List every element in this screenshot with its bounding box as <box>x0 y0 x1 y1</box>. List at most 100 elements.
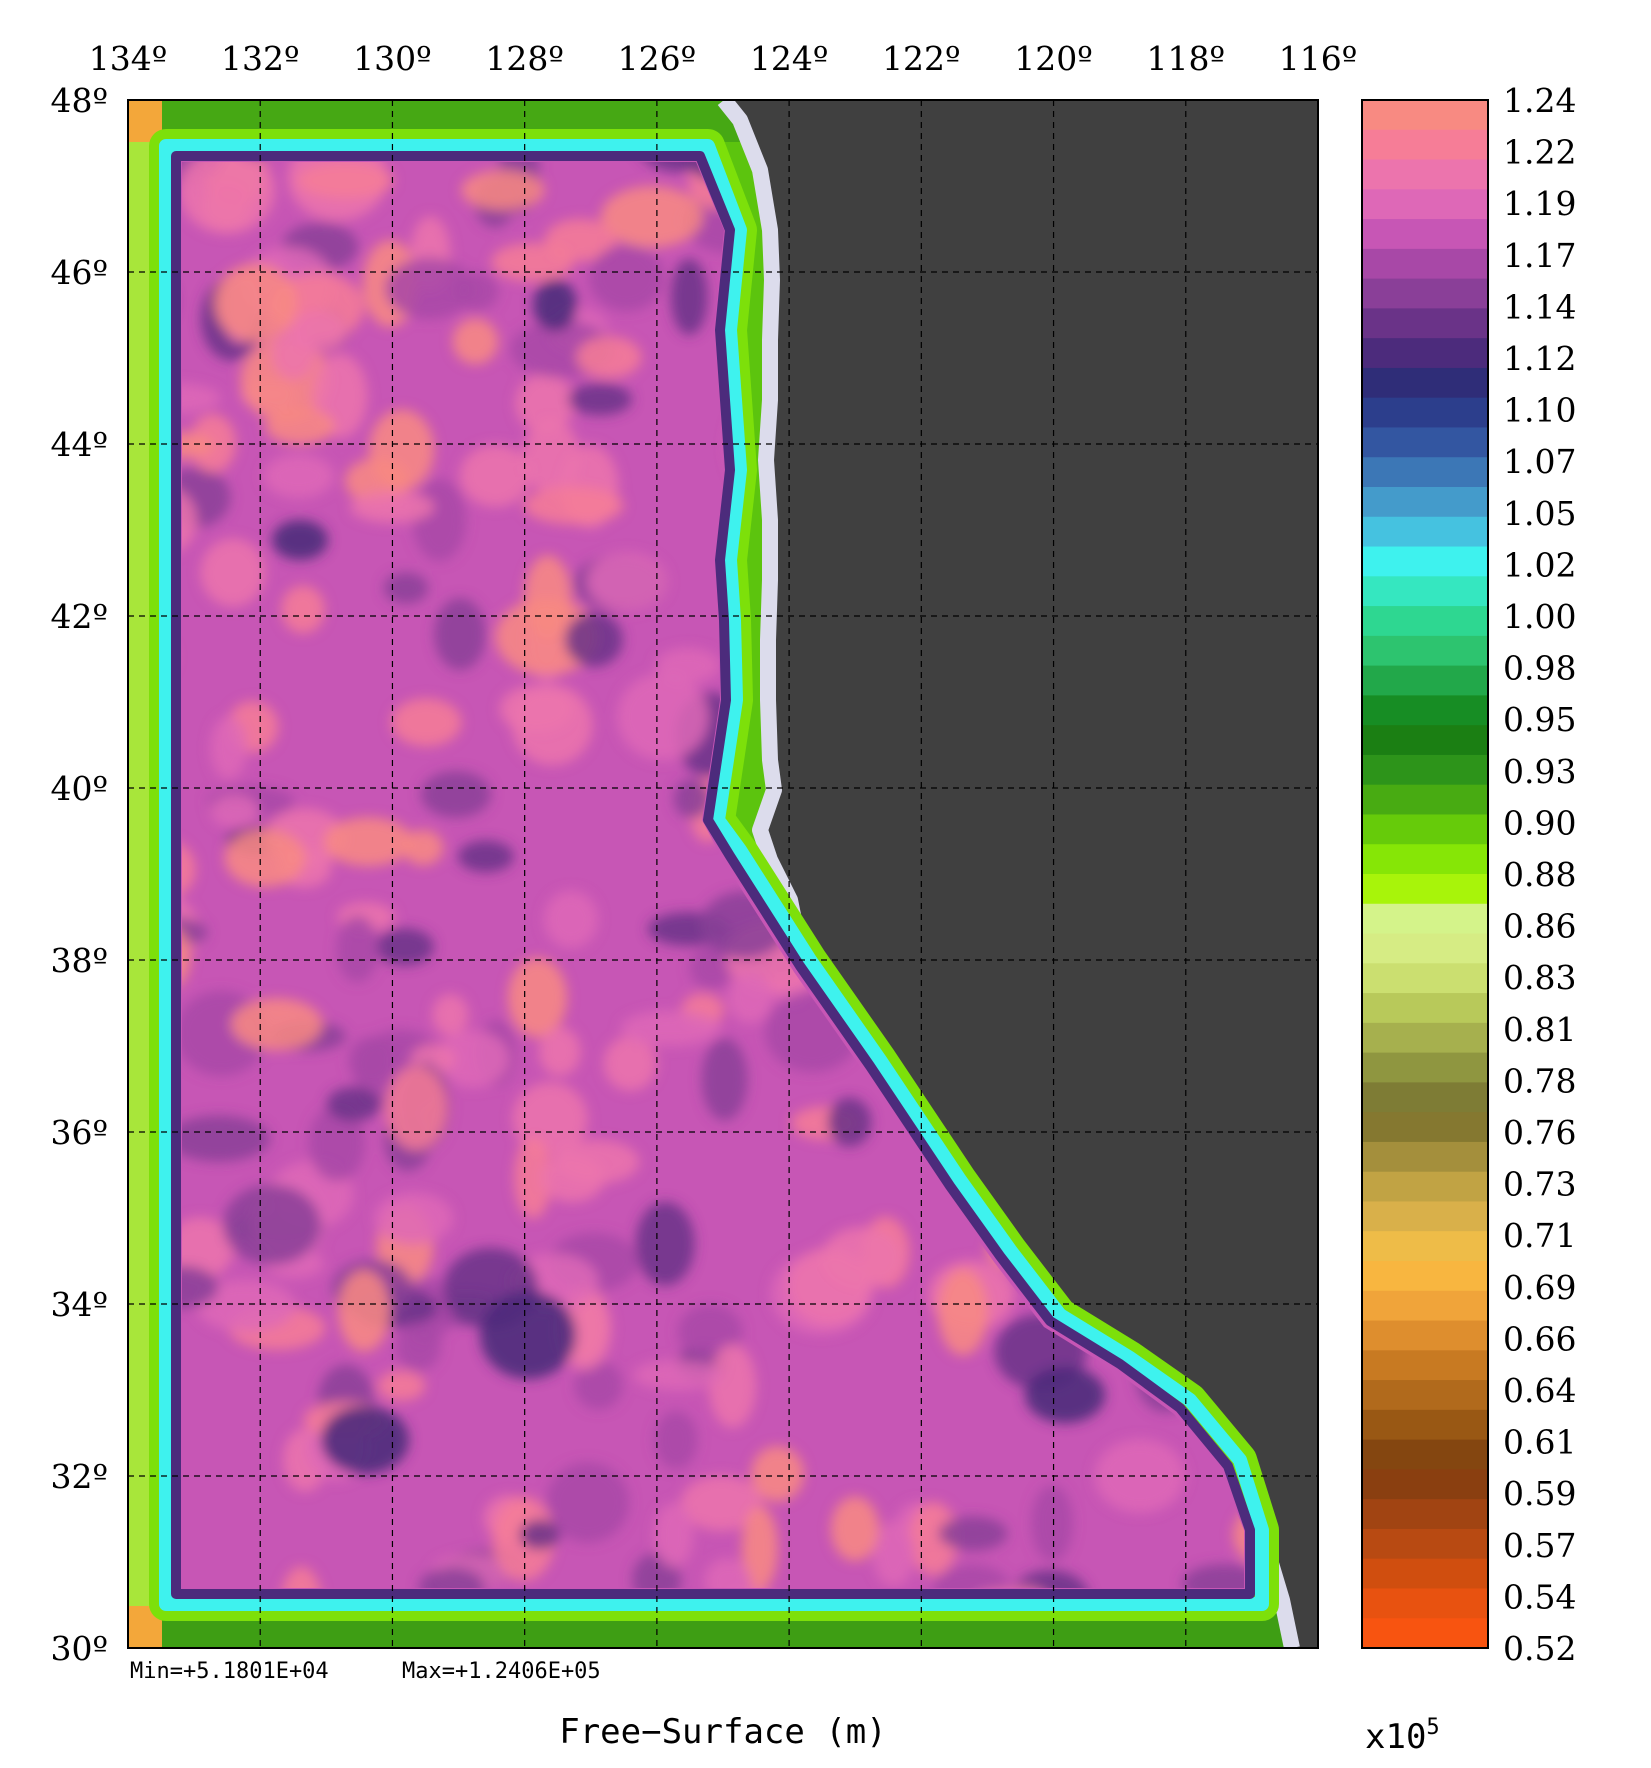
texture-blob <box>633 1359 723 1391</box>
colorbar-tick-label: 0.88 <box>1503 855 1576 894</box>
texture-blob <box>932 1564 1011 1588</box>
texture-blob <box>182 383 221 414</box>
texture-blob <box>375 928 435 966</box>
texture-dark-spot <box>321 1406 409 1474</box>
texture-blob <box>1011 1570 1090 1588</box>
colorbar-swatch <box>1362 308 1488 339</box>
y-tick-label: 34º <box>50 1285 108 1324</box>
texture-blob <box>182 916 208 948</box>
texture-blob <box>326 1086 381 1122</box>
colorbar-swatch <box>1362 1320 1488 1351</box>
texture-blob <box>336 915 379 983</box>
texture-blob <box>338 1269 390 1352</box>
colorbar-tick-label: 0.64 <box>1503 1371 1576 1410</box>
y-tick-label: 40º <box>50 769 108 808</box>
texture-blob <box>515 374 574 433</box>
colorbar-swatch <box>1362 754 1488 786</box>
texture-blob <box>1094 1438 1186 1514</box>
colorbar-tick-label: 1.10 <box>1503 391 1576 430</box>
colorbar-swatch <box>1362 903 1488 935</box>
colorbar-swatch <box>1362 874 1488 905</box>
texture-blob <box>680 1475 763 1531</box>
texture-dark-spot <box>1025 1367 1105 1423</box>
colorbar-swatch <box>1362 367 1488 399</box>
texture-blob <box>210 794 259 828</box>
texture-blob <box>574 1360 623 1410</box>
texture-blob <box>308 1105 365 1182</box>
colorbar-tick-label: 0.61 <box>1503 1423 1576 1462</box>
colorbar-swatch <box>1362 1499 1488 1530</box>
texture-blob <box>564 612 623 667</box>
texture-blob <box>507 957 568 1038</box>
texture-blob <box>196 1279 296 1333</box>
y-tick-label: 48º <box>50 81 108 120</box>
texture-blob <box>655 647 720 684</box>
colorbar-swatch <box>1362 665 1488 696</box>
texture-blob <box>377 1370 426 1401</box>
colorbar-multiplier: x105 <box>1365 1715 1440 1757</box>
y-axis-ticks: 48º 46º 44º 42º 40º 38º 36º 34º 32º 30º <box>50 81 108 1668</box>
colorbar-tick-label: 0.52 <box>1503 1629 1576 1668</box>
texture-blob <box>412 478 467 562</box>
texture-blob <box>457 840 514 873</box>
colorbar-swatch <box>1362 338 1488 369</box>
colorbar-swatch <box>1362 1171 1488 1203</box>
texture-dark-spot <box>480 1291 576 1379</box>
colorbar-tick-label: 1.24 <box>1503 81 1576 120</box>
colorbar-swatch <box>1362 695 1488 726</box>
texture-blob <box>385 257 474 320</box>
colorbar-multiplier-base: x10 <box>1365 1717 1426 1757</box>
plot-frame <box>127 99 1319 1649</box>
colorbar-swatch <box>1362 1409 1488 1441</box>
colorbar-swatch <box>1362 844 1488 875</box>
min-label: Min=+5.1801E+04 <box>130 1659 329 1684</box>
colorbar-swatch <box>1362 576 1488 607</box>
y-tick-label: 44º <box>50 425 108 464</box>
texture-blob <box>538 1027 581 1077</box>
texture-blob <box>514 1137 552 1219</box>
texture-blob <box>182 1115 271 1162</box>
colorbar-tick-label: 0.54 <box>1503 1577 1576 1616</box>
texture-blob <box>348 1036 393 1084</box>
texture-blob <box>727 972 773 1024</box>
colorbar-swatch <box>1362 1201 1488 1232</box>
max-label: Max=+1.2406E+05 <box>402 1659 601 1684</box>
x-tick-label: 128º <box>485 39 564 78</box>
y-tick-label: 30º <box>50 1629 108 1668</box>
x-tick-label: 130º <box>353 39 432 78</box>
colorbar-swatch <box>1362 725 1488 756</box>
grid <box>128 100 1318 1648</box>
texture-blob <box>539 1153 605 1203</box>
colorbar-swatch <box>1362 100 1488 131</box>
colorbar-swatch <box>1362 487 1488 518</box>
texture-blob <box>1182 1564 1244 1588</box>
texture-blob <box>741 1506 778 1588</box>
texture-blob <box>265 407 335 445</box>
texture-blob <box>635 1201 695 1286</box>
colorbar-swatch <box>1362 933 1488 964</box>
texture-blob <box>224 828 306 888</box>
colorbar-tick-label: 0.76 <box>1503 1113 1576 1152</box>
x-tick-label: 134º <box>89 39 168 78</box>
texture-blob <box>1031 1485 1073 1562</box>
colorbar-swatch <box>1362 1588 1488 1619</box>
texture-blob <box>222 1184 321 1265</box>
texture-blob <box>452 318 499 365</box>
texture-blob <box>182 1217 234 1279</box>
texture-blob <box>499 685 575 733</box>
colorbar-tick-label: 1.00 <box>1503 597 1576 636</box>
colorbar-tick-label: 0.73 <box>1503 1165 1576 1204</box>
y-tick-label: 38º <box>50 941 108 980</box>
texture-blob <box>546 1462 630 1543</box>
x-tick-label: 126º <box>618 39 697 78</box>
coastal-gradient-cyan <box>159 139 1269 1611</box>
y-tick-label: 42º <box>50 597 108 636</box>
texture-blob <box>263 454 334 499</box>
colorbar-tick-label: 1.07 <box>1503 442 1576 481</box>
texture-blob <box>323 817 413 867</box>
y-tick-label: 32º <box>50 1457 108 1496</box>
colorbar-swatch <box>1362 1022 1488 1054</box>
colorbar-swatch <box>1362 1439 1488 1470</box>
texture-blob <box>395 1322 441 1372</box>
colorbar-tick-label: 1.17 <box>1503 236 1576 275</box>
